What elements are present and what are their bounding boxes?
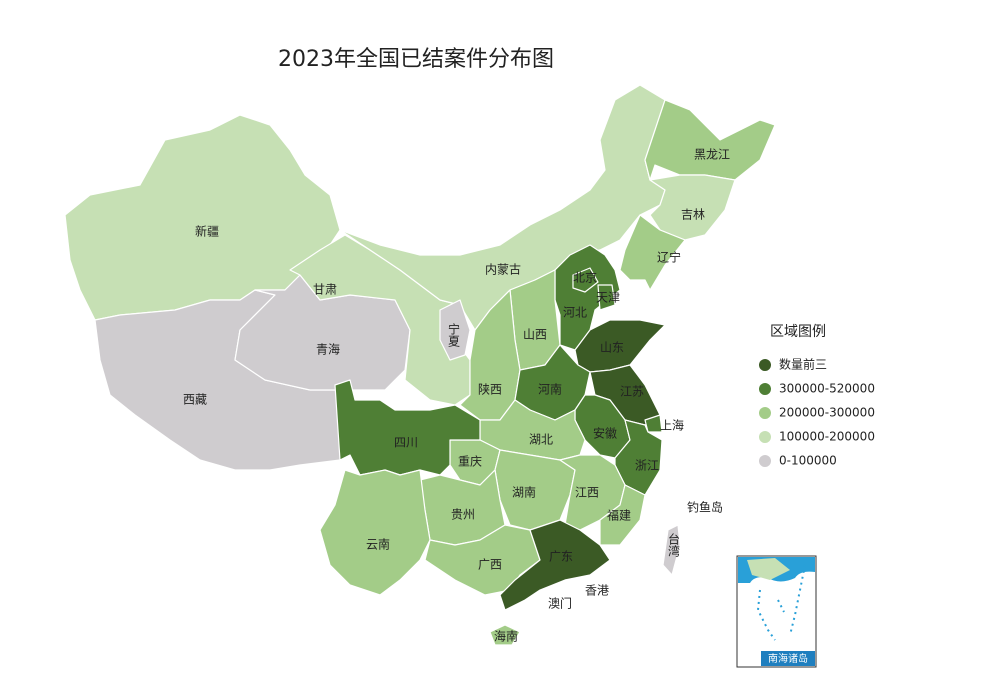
region [662, 524, 681, 576]
region-label: 浙江 [635, 459, 659, 473]
legend-title: 区域图例 [770, 324, 826, 340]
region [597, 284, 616, 311]
region-label: 西藏 [183, 393, 207, 407]
region [599, 484, 646, 546]
regions [64, 84, 776, 646]
region-label: 广东 [549, 550, 573, 564]
map-title: 2023年全国已结案件分布图 [278, 47, 554, 72]
inset: 南海诸岛 [736, 555, 817, 668]
region-label: 甘肃 [313, 283, 337, 297]
region-label: 江西 [575, 486, 599, 500]
region-label: 辽宁 [657, 250, 681, 265]
region [572, 267, 599, 293]
region-label: 广西 [478, 558, 502, 572]
region-label: 天津 [596, 291, 620, 305]
inset-label: 南海诸岛 [768, 652, 808, 665]
region-label: 河南 [538, 382, 562, 397]
region-label: 安徽 [593, 426, 617, 441]
legend-swatch [759, 383, 771, 395]
region-label: 福建 [607, 508, 631, 523]
place-label: 香港 [585, 584, 609, 598]
region [554, 244, 621, 351]
legend-label: 200000-300000 [779, 406, 875, 420]
region-label: 黑龙江 [694, 148, 730, 162]
legend-swatch [759, 359, 771, 371]
legend-swatch [759, 455, 771, 467]
legend-swatch [759, 431, 771, 443]
legend-swatch [759, 407, 771, 419]
legend-label: 100000-200000 [779, 430, 875, 444]
region-label: 河北 [563, 306, 587, 320]
region-label: 山东 [600, 341, 624, 355]
region-label: 青海 [316, 342, 340, 357]
region [644, 414, 663, 433]
region [499, 519, 611, 611]
region-label: 山西 [523, 328, 547, 342]
region [644, 99, 776, 181]
legend: 区域图例 数量前三 300000-520000 200000-300000 10000… [759, 324, 875, 468]
region-label: 内蒙古 [485, 262, 521, 277]
region-label: 湖北 [529, 432, 553, 447]
region-label: 江苏 [620, 385, 644, 399]
region-label: 重庆 [458, 455, 482, 469]
region-label: 北京 [573, 271, 597, 285]
region [649, 174, 736, 241]
legend-label: 0-100000 [779, 454, 837, 468]
region-label: 海南 [494, 629, 518, 644]
region-label: 云南 [366, 537, 390, 552]
region-label: 湖南 [512, 485, 536, 500]
region-label: 宁夏 [447, 322, 461, 347]
inset-lines [756, 564, 806, 641]
region-label: 台湾 [667, 532, 681, 558]
legend-label: 300000-520000 [779, 382, 875, 396]
region [489, 624, 521, 646]
region-label: 四川 [394, 436, 418, 450]
region-label: 上海 [660, 418, 684, 433]
region [619, 214, 686, 291]
inset-label-bg [761, 651, 815, 666]
region [439, 299, 471, 361]
region [319, 469, 431, 596]
legend-label: 数量前三 [779, 357, 827, 372]
place-label: 澳门 [548, 596, 572, 611]
region-label: 新疆 [195, 224, 219, 239]
region-label: 贵州 [451, 508, 475, 522]
place-label: 钓鱼岛 [687, 500, 723, 515]
inset-land [747, 558, 790, 580]
region-label: 陕西 [478, 382, 502, 397]
region-label: 吉林 [681, 208, 705, 222]
